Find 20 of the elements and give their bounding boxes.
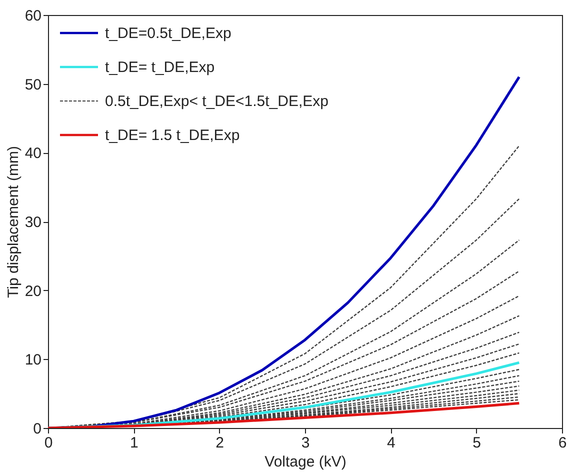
legend-label: 0.5t_DE,Exp< t_DE<1.5t_DE,Exp	[105, 93, 328, 110]
x-tick-label: 3	[301, 434, 310, 452]
y-tick-label: 0	[33, 420, 42, 438]
y-tick-label: 20	[24, 282, 42, 300]
y-tick-label: 10	[24, 352, 42, 369]
x-tick-label: 5	[472, 434, 482, 452]
y-axis-title: Tip displacement (mm)	[4, 146, 22, 298]
x-axis-title: Voltage (kV)	[264, 454, 346, 470]
y-tick-label: 40	[24, 145, 42, 162]
legend-label: t_DE= 1.5 t_DE,Exp	[105, 127, 240, 144]
legend-label: t_DE= t_DE,Exp	[105, 59, 215, 76]
x-tick-label: 4	[386, 434, 396, 452]
x-tick-label: 2	[216, 434, 224, 452]
x-tick-label: 6	[558, 434, 567, 452]
y-tick-label: 30	[24, 214, 42, 231]
y-tick-label: 50	[24, 76, 42, 94]
x-tick-label: 0	[44, 434, 53, 452]
legend-label: t_DE=0.5t_DE,Exp	[105, 25, 232, 42]
x-tick-label: 1	[130, 434, 138, 452]
y-tick-label: 60	[24, 8, 42, 24]
